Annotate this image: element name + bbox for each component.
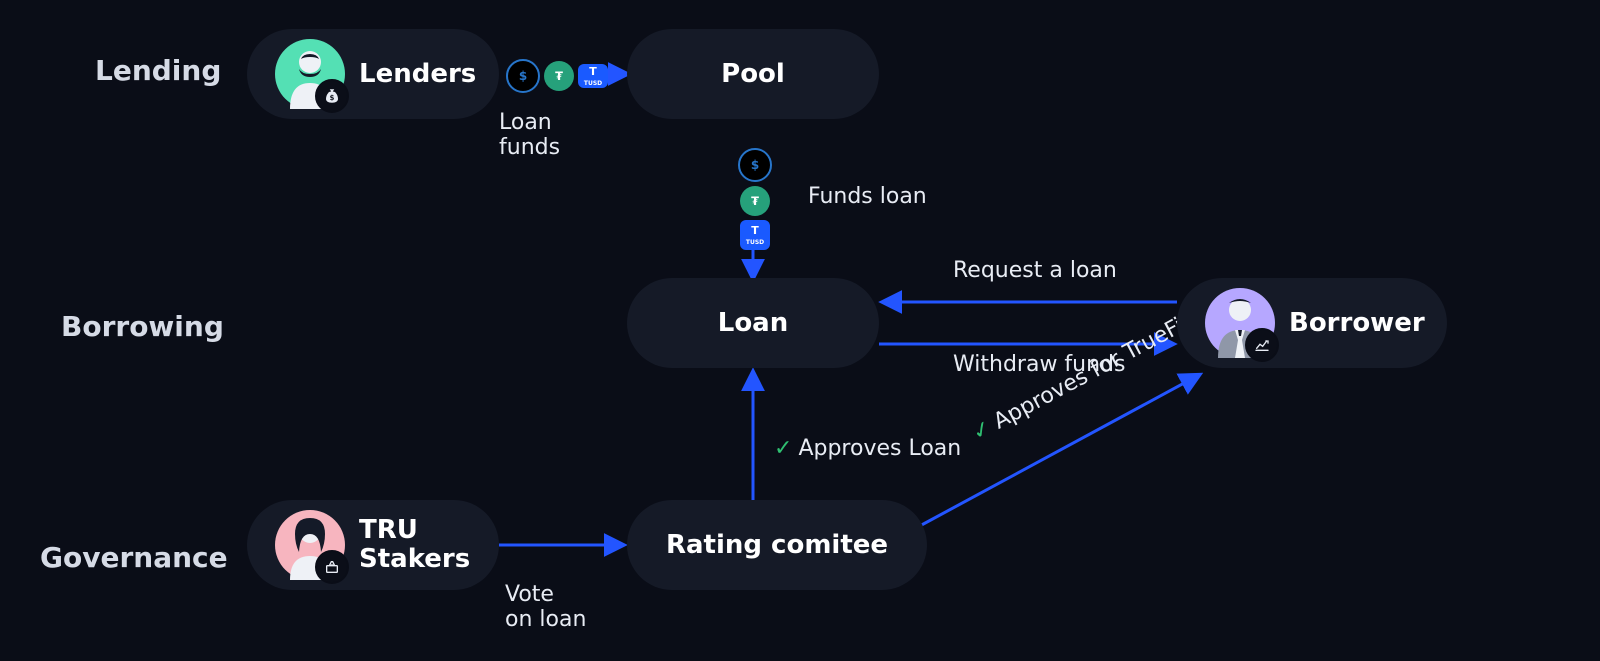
section-label-governance: Governance xyxy=(40,541,228,574)
node-title: Rating comitee xyxy=(666,530,888,560)
money-bag-icon: $ xyxy=(315,79,349,113)
section-label-lending: Lending xyxy=(95,54,221,87)
diagram-canvas: Lending Borrowing Governance $ ₮ xyxy=(0,0,1600,661)
node-lenders: $ Lenders xyxy=(247,29,499,119)
check-icon: ✓ xyxy=(968,415,996,446)
section-label-borrowing: Borrowing xyxy=(61,310,224,343)
node-title: Borrower xyxy=(1289,308,1425,338)
node-loan: Loan xyxy=(627,278,879,368)
svg-text:TUSD: TUSD xyxy=(746,239,764,246)
usdc-icon: $ xyxy=(506,59,540,93)
avatar-staker xyxy=(275,510,345,580)
check-icon: ✓ xyxy=(774,436,792,461)
svg-text:$: $ xyxy=(519,69,527,83)
usdt-icon: ₮ xyxy=(740,186,770,216)
svg-text:TUSD: TUSD xyxy=(584,80,602,87)
chart-up-icon xyxy=(1245,328,1279,362)
node-title: Pool xyxy=(721,59,785,89)
avatar-borrower xyxy=(1205,288,1275,358)
node-stakers: TRUStakers xyxy=(247,500,499,590)
node-title: Lenders xyxy=(359,59,476,89)
node-borrower: Borrower xyxy=(1177,278,1447,368)
token-stack-pool-loan: $ ₮ T TUSD xyxy=(738,148,772,250)
edge-label-request-loan: Request a loan xyxy=(953,258,1117,283)
edge-label-vote-on-loan: Voteon loan xyxy=(505,582,586,633)
avatar-lender: $ xyxy=(275,39,345,109)
svg-text:$: $ xyxy=(751,158,759,172)
tusd-icon: T TUSD xyxy=(740,220,770,250)
node-title: Loan xyxy=(718,308,788,338)
edge-label-loan-funds: Loanfunds xyxy=(499,110,560,161)
node-pool: Pool xyxy=(627,29,879,119)
token-stack-lenders-pool: $ ₮ T TUSD xyxy=(506,59,608,93)
svg-text:₮: ₮ xyxy=(555,70,563,83)
ballot-icon xyxy=(315,550,349,584)
edge-label-approves-loan: ✓Approves Loan xyxy=(774,436,961,461)
svg-text:$: $ xyxy=(330,94,335,102)
edge-label-approves-truefi: ✓Approves for TrueFi xyxy=(968,313,1188,446)
usdt-icon: ₮ xyxy=(544,61,574,91)
tusd-icon: T TUSD xyxy=(578,64,608,88)
usdc-icon: $ xyxy=(738,148,772,182)
node-title: TRUStakers xyxy=(359,516,470,573)
svg-text:T: T xyxy=(751,224,759,237)
edge-label-funds-loan: Funds loan xyxy=(808,184,927,209)
svg-text:T: T xyxy=(589,65,597,78)
svg-text:₮: ₮ xyxy=(751,195,759,208)
node-rating: Rating comitee xyxy=(627,500,927,590)
